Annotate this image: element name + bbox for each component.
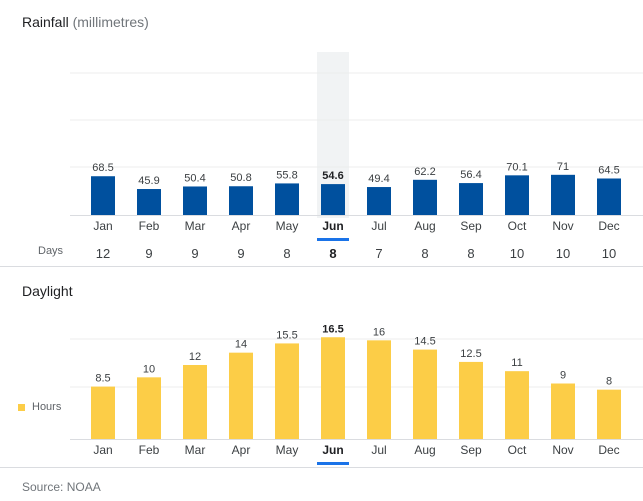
daylight-selected-underline xyxy=(317,462,349,465)
rain-days-oct: 10 xyxy=(510,246,524,261)
rainfall-selected-underline xyxy=(317,238,349,241)
rainfall-bar-may xyxy=(275,183,299,215)
rainfall-bar-mar xyxy=(183,186,207,215)
daylight-bar-jun xyxy=(321,337,345,439)
footer-divider xyxy=(0,467,643,468)
rain-days-dec: 10 xyxy=(602,246,616,261)
daylight-bar-jan xyxy=(91,386,115,439)
legend-label: Hours xyxy=(32,401,62,413)
rainfall-title: Rainfall (millimetres) xyxy=(22,14,149,30)
rainfall-value-mar: 50.4 xyxy=(184,172,205,184)
daylight-month-may: May xyxy=(276,443,299,457)
daylight-month-dec: Dec xyxy=(598,443,619,457)
daylight-month-aug: Aug xyxy=(414,443,435,457)
rain-days-mar: 9 xyxy=(191,246,198,261)
daylight-month-jun: Jun xyxy=(322,443,343,457)
rainfall-bar-feb xyxy=(137,189,161,215)
rain-days-nov: 10 xyxy=(556,246,570,261)
rainfall-month-jul: Jul xyxy=(371,219,386,233)
daylight-value-aug: 14.5 xyxy=(414,336,435,348)
daylight-month-oct: Oct xyxy=(508,443,527,457)
daylight-bar-oct xyxy=(505,371,529,439)
source-label: Source: NOAA xyxy=(22,480,101,494)
daylight-bar-jul xyxy=(367,340,391,439)
rainfall-value-jul: 49.4 xyxy=(368,173,389,185)
rainfall-bar-apr xyxy=(229,186,253,215)
rainfall-month-apr: Apr xyxy=(232,219,251,233)
rainfall-value-oct: 70.1 xyxy=(506,161,527,173)
rain-days-jul: 7 xyxy=(375,246,382,261)
rainfall-value-may: 55.8 xyxy=(276,169,297,181)
daylight-value-may: 15.5 xyxy=(276,329,297,341)
daylight-bar-may xyxy=(275,343,299,439)
daylight-value-feb: 10 xyxy=(143,363,155,375)
rainfall-bar-sep xyxy=(459,183,483,215)
daylight-bar-apr xyxy=(229,352,253,439)
rainfall-value-nov: 71 xyxy=(557,161,569,173)
rainfall-value-jan: 68.5 xyxy=(92,162,113,174)
daylight-bar-feb xyxy=(137,377,161,439)
daylight-bar-mar xyxy=(183,365,207,439)
rainfall-bar-jun xyxy=(321,184,345,215)
legend-swatch xyxy=(18,403,25,411)
rainfall-bar-oct xyxy=(505,175,529,215)
rain-days-jan: 12 xyxy=(96,246,110,261)
daylight-month-nov: Nov xyxy=(552,443,573,457)
rainfall-month-jan: Jan xyxy=(93,219,112,233)
daylight-value-jan: 8.5 xyxy=(95,373,110,385)
rainfall-month-dec: Dec xyxy=(598,219,619,233)
daylight-month-feb: Feb xyxy=(139,443,160,457)
daylight-month-jul: Jul xyxy=(371,443,386,457)
daylight-month-apr: Apr xyxy=(232,443,251,457)
rainfall-bar-jul xyxy=(367,187,391,215)
daylight-value-apr: 14 xyxy=(235,339,247,351)
rainfall-month-jun: Jun xyxy=(322,219,343,233)
daylight-value-jun: 16.5 xyxy=(322,323,343,335)
rain-days-feb: 9 xyxy=(145,246,152,261)
rainfall-bar-nov xyxy=(551,174,575,215)
daylight-bar-sep xyxy=(459,361,483,439)
daylight-month-mar: Mar xyxy=(185,443,206,457)
daylight-value-mar: 12 xyxy=(189,351,201,363)
daylight-bar-dec xyxy=(597,389,621,439)
daylight-value-oct: 11 xyxy=(511,357,522,369)
rainfall-month-oct: Oct xyxy=(508,219,527,233)
rainfall-value-dec: 64.5 xyxy=(598,164,619,176)
daylight-legend: Hours xyxy=(18,401,61,413)
daylight-value-jul: 16 xyxy=(373,326,385,338)
rainfall-value-feb: 45.9 xyxy=(138,175,159,187)
rainfall-month-sep: Sep xyxy=(460,219,482,233)
rain-days-apr: 9 xyxy=(237,246,244,261)
daylight-value-nov: 9 xyxy=(560,370,566,382)
rainfall-bar-jan xyxy=(91,176,115,215)
rainfall-value-aug: 62.2 xyxy=(414,166,435,178)
rainfall-unit: (millimetres) xyxy=(72,14,149,30)
daylight-month-sep: Sep xyxy=(460,443,482,457)
rain-days-jun: 8 xyxy=(329,246,336,261)
rain-days-aug: 8 xyxy=(421,246,428,261)
rainfall-month-nov: Nov xyxy=(552,219,573,233)
rain-days-may: 8 xyxy=(283,246,290,261)
days-row-label: Days xyxy=(38,245,64,257)
daylight-bar-nov xyxy=(551,383,575,439)
rainfall-value-apr: 50.8 xyxy=(230,172,251,184)
rainfall-bar-aug xyxy=(413,179,437,215)
section-divider xyxy=(0,266,643,267)
rainfall-month-aug: Aug xyxy=(414,219,435,233)
rainfall-month-feb: Feb xyxy=(139,219,160,233)
rainfall-month-may: May xyxy=(276,219,299,233)
daylight-title: Daylight xyxy=(22,283,73,299)
rainfall-value-sep: 56.4 xyxy=(460,169,481,181)
rainfall-month-mar: Mar xyxy=(185,219,206,233)
rainfall-value-jun: 54.6 xyxy=(322,170,343,182)
daylight-value-dec: 8 xyxy=(606,376,612,388)
rainfall-bar-dec xyxy=(597,178,621,215)
daylight-value-sep: 12.5 xyxy=(460,348,481,360)
daylight-month-jan: Jan xyxy=(93,443,112,457)
rainfall-title-text: Rainfall xyxy=(22,14,69,30)
rain-days-sep: 8 xyxy=(467,246,474,261)
daylight-bar-aug xyxy=(413,349,437,439)
